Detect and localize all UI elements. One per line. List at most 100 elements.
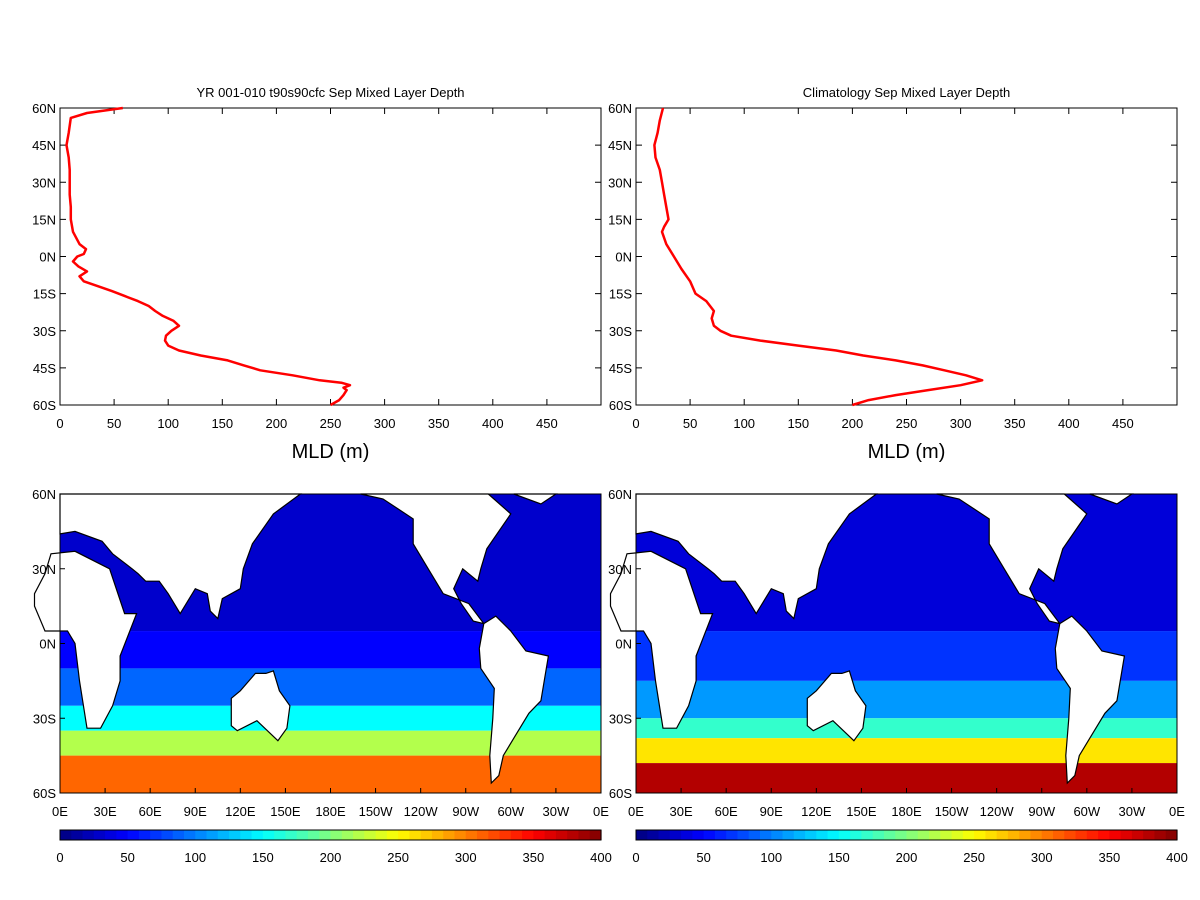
colorbar-swatch (1120, 830, 1133, 840)
colorbar-swatch (850, 830, 863, 840)
lon-tick-label: 0E (593, 804, 609, 819)
colorbar-swatch (1019, 830, 1032, 840)
colorbar-swatch (443, 830, 456, 840)
colorbar-swatch (1165, 830, 1178, 840)
lon-tick-label: 120W (404, 804, 439, 819)
lon-tick-label: 120E (801, 804, 832, 819)
colorbar-swatch (827, 830, 840, 840)
x-tick-label: 300 (950, 416, 972, 431)
colorbar-swatch (681, 830, 693, 840)
colorbar-swatch (431, 830, 444, 840)
colorbar-swatch (962, 830, 975, 840)
colorbar-swatch (296, 830, 309, 840)
lon-tick-label: 90E (760, 804, 783, 819)
colorbar-swatch (1109, 830, 1122, 840)
colorbar-swatch (1131, 830, 1144, 840)
chart-title: Climatology Sep Mixed Layer Depth (803, 85, 1010, 100)
lon-tick-label: 30W (543, 804, 570, 819)
x-tick-label: 100 (157, 416, 179, 431)
lon-tick-label: 150E (846, 804, 877, 819)
y-tick-label: 30N (608, 175, 632, 190)
plot-frame (635, 107, 1178, 406)
colorbar-swatch (127, 830, 140, 840)
colorbar-swatch (1007, 830, 1020, 840)
colorbar-swatch (737, 830, 750, 840)
colorbar-swatch (748, 830, 761, 840)
colorbar-tick-label: 400 (1166, 850, 1188, 865)
colorbar-swatch (636, 830, 648, 840)
lon-tick-label: 30E (670, 804, 693, 819)
colorbar-swatch (1098, 830, 1110, 840)
colorbar-swatch (906, 830, 919, 840)
y-tick-label: 15N (608, 212, 632, 227)
y-tick-label: 0N (39, 250, 56, 265)
lon-tick-label: 60E (715, 804, 738, 819)
colorbar-frame (59, 829, 602, 841)
x-tick-label: 150 (211, 416, 233, 431)
colorbar-swatch (771, 830, 784, 840)
colorbar-swatch (386, 830, 399, 840)
colorbar-swatch (251, 830, 264, 840)
colorbar-tick-label: 350 (523, 850, 545, 865)
colorbar-swatch (319, 830, 332, 840)
x-tick-label: 200 (266, 416, 288, 431)
lat-tick-label: 60S (33, 786, 56, 801)
colorbar-swatch (533, 830, 546, 840)
lon-tick-label: 120W (980, 804, 1015, 819)
y-tick-label: 30S (609, 324, 632, 339)
colorbar-swatch (195, 830, 208, 840)
colorbar-swatch (274, 830, 287, 840)
x-tick-label: 250 (320, 416, 342, 431)
colorbar-tick-label: 250 (963, 850, 985, 865)
colorbar-tick-label: 250 (387, 850, 409, 865)
colorbar-swatch (1075, 830, 1088, 840)
colorbar-swatch (917, 830, 930, 840)
y-tick-label: 0N (615, 250, 632, 265)
colorbar-swatch (477, 830, 489, 840)
colorbar-swatch (93, 830, 106, 840)
colorbar-swatch (229, 830, 241, 840)
mld-band (60, 755, 601, 793)
colorbar-tick-label: 150 (828, 850, 850, 865)
colorbar-swatch (838, 830, 851, 840)
lon-tick-label: 60W (497, 804, 524, 819)
colorbar-swatch (816, 830, 829, 840)
colorbar-swatch (375, 830, 388, 840)
y-tick-label: 15N (32, 212, 56, 227)
colorbar-swatch (726, 830, 739, 840)
colorbar-swatch (499, 830, 512, 840)
colorbar-swatch (206, 830, 219, 840)
colorbar-swatch (60, 830, 72, 840)
colorbar-swatch (116, 830, 129, 840)
colorbar-swatch (793, 830, 806, 840)
colorbar-swatch (940, 830, 953, 840)
colorbar-swatch (522, 830, 534, 840)
colorbar-swatch (567, 830, 580, 840)
mld-profile-line (653, 107, 984, 407)
colorbar-swatch (861, 830, 874, 840)
colorbar-swatch (71, 830, 84, 840)
colorbar-tick-label: 50 (120, 850, 134, 865)
mld-profile-line (65, 106, 352, 407)
x-tick-label: 350 (1004, 416, 1026, 431)
y-tick-label: 15S (33, 287, 56, 302)
colorbar-tick-label: 50 (696, 850, 710, 865)
colorbar-tick-label: 100 (760, 850, 782, 865)
colorbar-tick-label: 200 (320, 850, 342, 865)
colorbar-swatch (692, 830, 705, 840)
colorbar-swatch (703, 830, 716, 840)
y-tick-label: 45S (33, 361, 56, 376)
colorbar-swatch (105, 830, 117, 840)
colorbar-swatch (669, 830, 682, 840)
colorbar-swatch (782, 830, 795, 840)
colorbar-swatch (330, 830, 343, 840)
y-tick-label: 60N (608, 101, 632, 116)
mld-band (636, 718, 1177, 739)
lon-tick-label: 0E (1169, 804, 1185, 819)
north-america-landmass (936, 493, 1088, 625)
colorbar-swatch (544, 830, 557, 840)
colorbar-tick-label: 300 (455, 850, 477, 865)
colorbar-tick-label: 150 (252, 850, 274, 865)
x-tick-label: 50 (683, 416, 697, 431)
colorbar-tick-label: 200 (896, 850, 918, 865)
